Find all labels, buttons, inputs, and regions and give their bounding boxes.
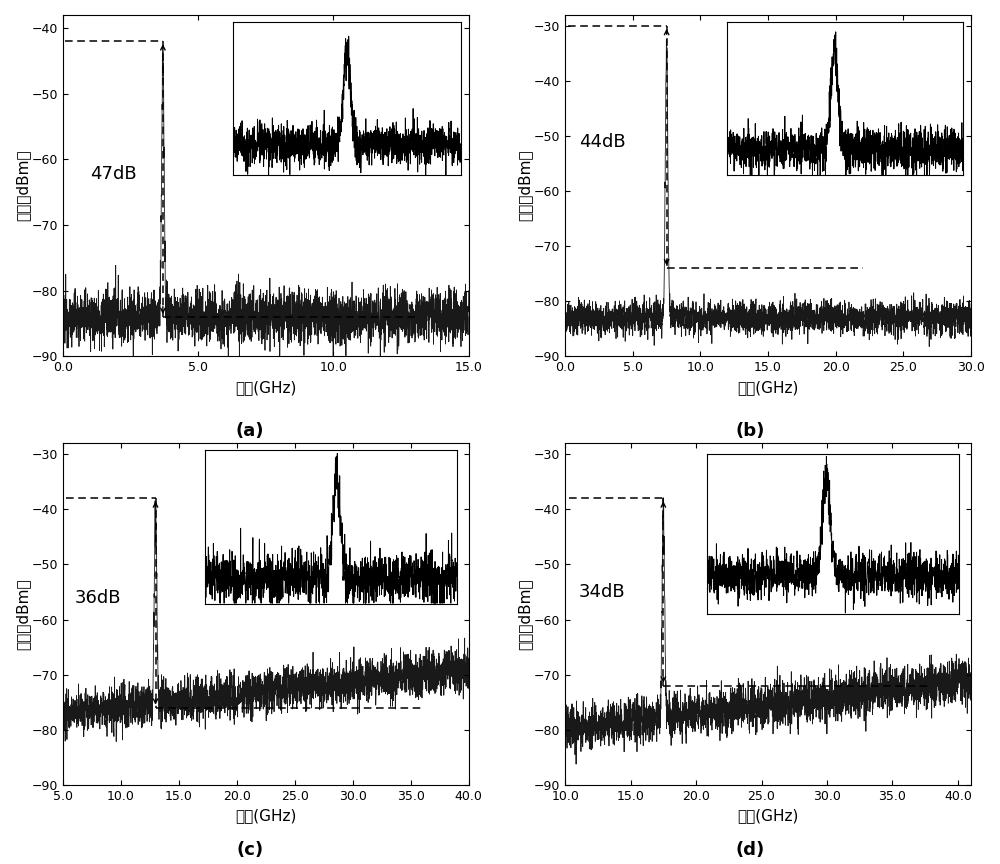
Y-axis label: 功率（dBm）: 功率（dBm） — [517, 149, 532, 221]
X-axis label: 频率(GHz): 频率(GHz) — [235, 380, 296, 395]
Y-axis label: 功率（dBm）: 功率（dBm） — [15, 149, 30, 221]
X-axis label: 频率(GHz): 频率(GHz) — [737, 380, 799, 395]
Text: (b): (b) — [735, 422, 765, 441]
Text: 34dB: 34dB — [578, 583, 625, 601]
X-axis label: 频率(GHz): 频率(GHz) — [737, 808, 799, 823]
Text: 47dB: 47dB — [90, 165, 136, 183]
X-axis label: 频率(GHz): 频率(GHz) — [235, 808, 296, 823]
Text: (d): (d) — [735, 842, 765, 860]
Y-axis label: 功率（dBm）: 功率（dBm） — [517, 578, 532, 650]
Y-axis label: 功率（dBm）: 功率（dBm） — [15, 578, 30, 650]
Text: 44dB: 44dB — [579, 133, 625, 151]
Text: (c): (c) — [236, 842, 264, 860]
Text: 36dB: 36dB — [74, 589, 121, 607]
Text: (a): (a) — [236, 422, 264, 441]
